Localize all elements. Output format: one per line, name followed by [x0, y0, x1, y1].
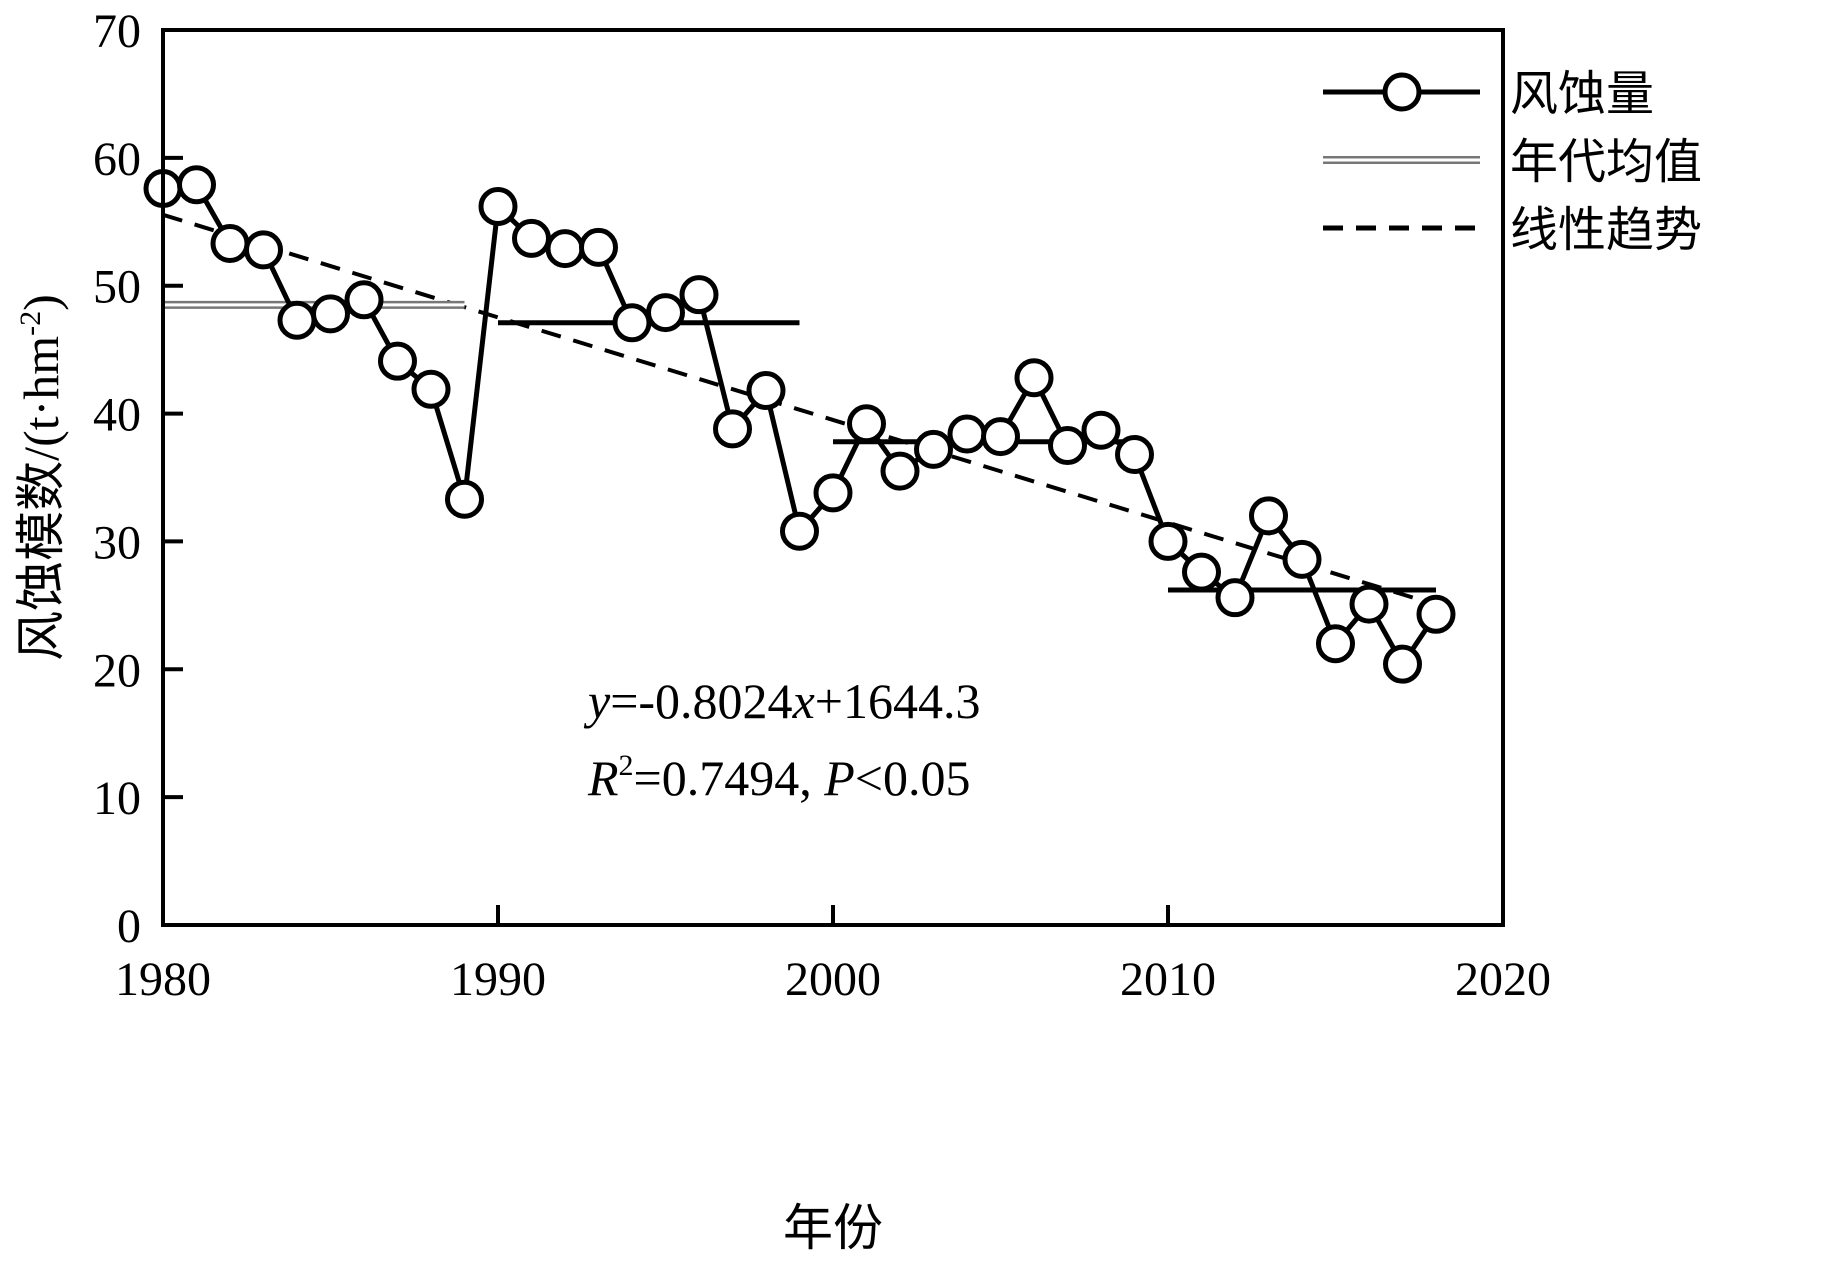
observed-point — [177, 165, 216, 205]
observed-point — [411, 369, 451, 409]
observed-point — [545, 229, 585, 269]
observed-point — [1416, 594, 1456, 634]
x-tick-label: 2000 — [785, 953, 881, 1006]
x-tick-label: 1990 — [450, 953, 546, 1006]
stats-r-value: =0.7494, — [634, 750, 825, 806]
observed-point — [780, 511, 819, 551]
legend-label-linear-trend: 线性趋势 — [1510, 204, 1702, 257]
stats-r-superscript: 2 — [619, 749, 634, 782]
observed-point — [1215, 578, 1255, 618]
y-tick-label: 20 — [93, 644, 141, 697]
observed-point — [478, 186, 518, 226]
legend: 风蚀量 年代均值 线性趋势 — [1323, 68, 1702, 257]
regression-equation: y=-0.8024x+1644.3 — [583, 673, 980, 729]
linear-trend-line — [162, 212, 1437, 607]
equation-slope: =-0.8024 — [610, 673, 792, 729]
legend-label-observed: 风蚀量 — [1510, 68, 1654, 121]
observed-point — [1048, 426, 1087, 466]
regression-statistics: R2=0.7494, P<0.05 — [587, 749, 971, 806]
observed-point — [1081, 410, 1121, 450]
observed-point — [1282, 539, 1322, 579]
equation-intercept: +1644.3 — [815, 673, 981, 729]
y-axis-title: 风蚀模数/(t·hm-2) — [13, 294, 69, 661]
observed-point — [813, 473, 853, 513]
observed-point — [1115, 434, 1154, 474]
legend-label-decade-mean: 年代均值 — [1510, 136, 1702, 189]
observed-point — [244, 230, 283, 270]
observed-point — [981, 417, 1020, 457]
observed-point — [378, 341, 417, 381]
observed-point — [914, 429, 953, 469]
stats-p-value: <0.05 — [855, 750, 971, 806]
stats-r-variable: R — [587, 750, 619, 806]
observed-point — [210, 224, 250, 264]
observed-point — [947, 414, 987, 454]
x-tick-label: 2010 — [1120, 953, 1216, 1006]
legend-swatch-observed-marker — [1382, 72, 1422, 112]
stats-p-variable: P — [823, 750, 855, 806]
observed-point — [713, 409, 752, 449]
y-axis-title-superscript: -2 — [14, 311, 47, 336]
observed-point — [746, 371, 786, 411]
observed-point — [847, 404, 886, 444]
plot-layer — [143, 165, 1456, 684]
observed-point — [679, 275, 719, 315]
y-tick-label: 70 — [93, 5, 141, 58]
observed-point — [1316, 624, 1355, 664]
equation-y-variable: y — [583, 673, 611, 729]
y-tick-label: 50 — [93, 261, 141, 314]
y-axis-title-tail: ) — [13, 294, 69, 311]
observed-point — [1014, 358, 1054, 398]
observed-point — [1349, 584, 1389, 624]
observed-point — [646, 293, 685, 333]
x-axis-title: 年份 — [783, 1200, 883, 1256]
x-tick-label: 1980 — [115, 953, 211, 1006]
observed-point — [512, 218, 551, 258]
y-tick-label: 30 — [93, 516, 141, 569]
observed-point — [579, 227, 618, 267]
observed-point — [445, 479, 484, 519]
observed-point — [1182, 552, 1221, 592]
observed-point — [1249, 496, 1288, 536]
axis-layer: 1980 1990 2000 2010 2020 0 10 20 30 40 50 60 70 — [93, 5, 1551, 1006]
observed-point — [277, 300, 317, 340]
observed-point — [1148, 521, 1188, 561]
observed-point — [1383, 644, 1422, 684]
x-tick-label: 2020 — [1455, 953, 1551, 1006]
y-tick-label: 60 — [93, 133, 141, 186]
observed-point — [880, 451, 920, 491]
y-tick-label: 40 — [93, 389, 141, 442]
y-axis-title-main: 风蚀模数/(t·hm — [13, 336, 69, 661]
equation-x-variable: x — [792, 673, 815, 729]
y-tick-label: 0 — [117, 900, 141, 953]
y-tick-label: 10 — [93, 772, 141, 825]
observed-point — [612, 303, 652, 343]
observed-point — [344, 280, 384, 320]
observed-point — [311, 294, 350, 334]
